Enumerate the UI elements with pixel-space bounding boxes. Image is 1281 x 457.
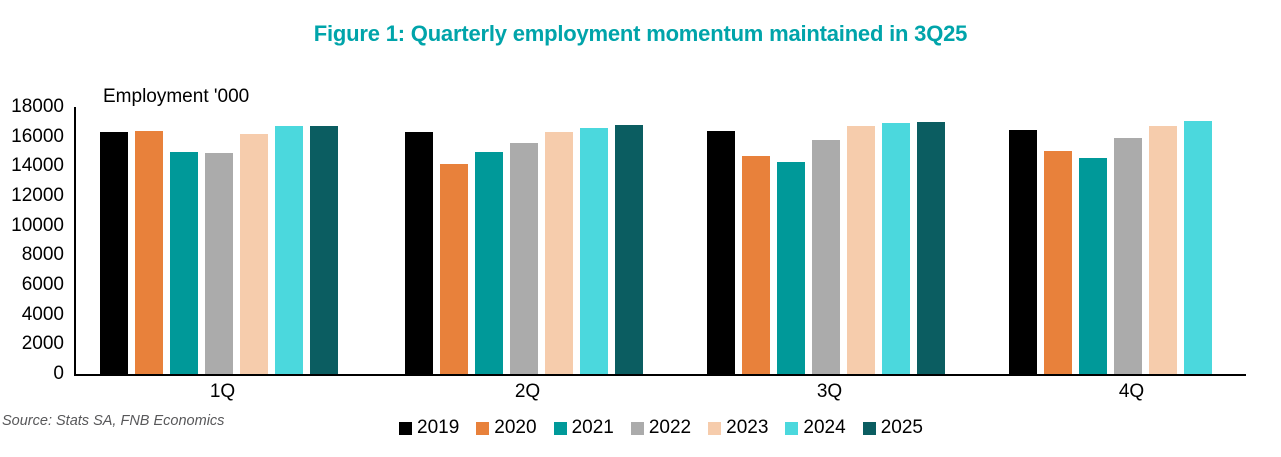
bar-2021-3Q [777,162,805,374]
legend-item-2024: 2024 [785,417,846,439]
x-axis-line [74,374,1246,376]
y-axis-tick-label: 10000 [11,214,64,236]
x-axis-label-1Q: 1Q [209,381,236,402]
legend-swatch-2021 [553,421,567,435]
legend-label-2022: 2022 [648,417,692,438]
legend-label-2019: 2019 [417,417,460,438]
x-axis-label-3Q: 3Q [816,381,843,402]
bar-2020-4Q [1044,151,1072,374]
bar-2019-1Q [100,132,128,374]
bar-2025-1Q [310,125,338,374]
legend-item-2021: 2021 [553,417,614,439]
bar-2020-3Q [742,156,770,374]
legend-item-2020: 2020 [476,417,537,439]
figure-title: Figure 1: Quarterly employment momentum … [313,21,968,46]
bar-2020-1Q [135,130,163,374]
bar-2023-4Q [1149,125,1177,374]
source-note: Source: Stats SA, FNB Economics [2,413,225,429]
bar-2020-2Q [440,164,468,374]
bar-2019-4Q [1009,130,1037,374]
legend-swatch-2022 [630,421,644,435]
y-axis-tick-label: 14000 [11,155,64,177]
legend-label-2023: 2023 [726,417,769,438]
y-axis-line [74,107,76,374]
legend-item-2025: 2025 [862,417,923,439]
bar-2022-1Q [205,153,233,374]
y-axis-tick-label: 4000 [21,303,64,325]
legend-swatch-2024 [785,421,799,435]
legend-item-2023: 2023 [708,417,768,439]
y-axis-tick-label: 16000 [11,125,64,147]
bar-2025-3Q [917,121,945,374]
bar-2021-1Q [170,151,198,374]
bar-2022-2Q [510,143,538,374]
legend-item-2019: 2019 [399,417,459,439]
bar-2022-4Q [1114,138,1142,374]
y-axis-tick-label: 6000 [21,274,64,295]
legend-label-2024: 2024 [803,417,846,438]
y-axis-tick-label: 12000 [11,185,64,206]
legend-label-2025: 2025 [880,417,923,438]
bar-2021-2Q [475,152,503,374]
bar-2023-1Q [240,133,268,374]
bar-2019-3Q [707,131,735,374]
chart-legend: 2019 2020 2021 2022 2023 2024 2025 [76,417,1246,439]
legend-item-2022: 2022 [630,417,692,439]
x-axis-label-4Q: 4Q [1118,381,1145,402]
bar-2024-3Q [882,123,910,374]
y-axis-tick-label: 2000 [21,333,64,355]
bar-2024-1Q [275,126,303,374]
bar-2019-2Q [405,132,433,374]
legend-swatch-2023 [708,421,722,435]
legend-swatch-2020 [476,421,490,435]
legend-label-2021: 2021 [571,417,614,438]
bar-2023-3Q [847,125,875,374]
y-axis-title: Employment '000 [103,86,250,107]
bar-2021-4Q [1079,158,1107,374]
legend-swatch-2025 [862,421,876,435]
y-axis-tick-label: 0 [53,363,64,384]
bar-2022-3Q [812,140,840,374]
x-axis-label-2Q: 2Q [514,381,541,402]
bar-2024-2Q [580,127,608,374]
legend-label-2020: 2020 [494,417,537,438]
y-axis-tick-label: 8000 [21,244,64,266]
legend-swatch-2019 [399,421,413,435]
bar-2025-2Q [615,125,643,374]
bar-2023-2Q [545,131,573,374]
y-axis-tick-label: 18000 [11,96,64,117]
bar-2024-4Q [1184,121,1212,374]
